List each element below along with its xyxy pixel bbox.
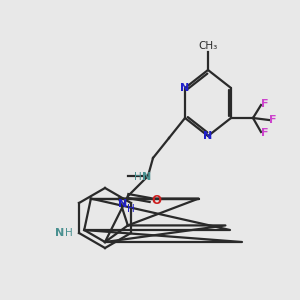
Text: F: F <box>261 128 269 138</box>
Text: F: F <box>261 99 269 109</box>
Text: N: N <box>56 228 64 238</box>
Text: N: N <box>203 131 213 141</box>
Text: N: N <box>142 172 152 182</box>
Text: H: H <box>134 172 142 182</box>
Text: O: O <box>151 194 161 206</box>
Text: N: N <box>180 83 190 93</box>
Text: CH₃: CH₃ <box>198 41 218 51</box>
Text: H: H <box>65 228 73 238</box>
Text: N: N <box>118 199 128 208</box>
Text: F: F <box>269 115 277 125</box>
Text: H: H <box>127 204 135 214</box>
